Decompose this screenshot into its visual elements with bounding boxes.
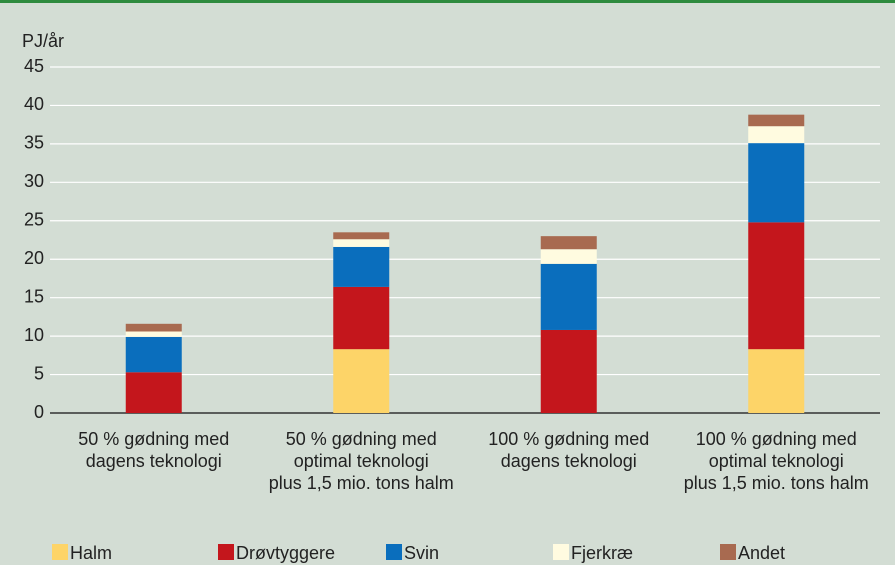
bar-segment	[748, 143, 805, 223]
bar-segment	[125, 336, 182, 373]
bar-segment	[540, 263, 597, 330]
x-tick-label: 50 % gødning med dagens teknologi	[78, 429, 229, 471]
x-tick-label-line: dagens teknologi	[501, 451, 637, 471]
bar-segment	[540, 249, 597, 264]
x-tick-label-line: optimal teknologi	[294, 451, 429, 471]
bar-segment	[125, 372, 182, 413]
bar-segment	[540, 236, 597, 250]
bar-segment	[125, 331, 182, 337]
legend-label: Svin	[404, 543, 439, 563]
legend-label: Drøvtyggere	[236, 543, 335, 563]
y-axis-label: PJ/år	[22, 31, 64, 51]
x-tick-label-line: optimal teknologi	[709, 451, 844, 471]
y-tick-label: 0	[34, 402, 44, 422]
bar-segment	[333, 239, 390, 247]
x-tick-label-line: dagens teknologi	[86, 451, 222, 471]
bar-segment	[333, 349, 390, 413]
bar-segment	[333, 246, 390, 287]
bar-segment	[333, 286, 390, 350]
y-tick-label: 10	[24, 325, 44, 345]
legend-swatch	[553, 544, 569, 560]
legend-label: Halm	[70, 543, 112, 563]
x-tick-label-line: plus 1,5 mio. tons halm	[684, 473, 869, 493]
y-tick-label: 15	[24, 286, 44, 306]
bar-segment	[333, 232, 390, 240]
bar-segment	[540, 329, 597, 413]
top-rule	[0, 0, 895, 3]
legend-label: Andet	[738, 543, 785, 563]
bar-segment	[125, 323, 182, 332]
x-tick-label: 50 % gødning med optimal teknologi plus 1,…	[269, 429, 454, 493]
x-tick-label-line: 50 % gødning med	[78, 429, 229, 449]
x-tick-label-line: plus 1,5 mio. tons halm	[269, 473, 454, 493]
x-tick-label-line: 100 % gødning med	[696, 429, 857, 449]
x-tick-label-line: 50 % gødning med	[286, 429, 437, 449]
bar-segment	[748, 114, 805, 127]
y-tick-label: 5	[34, 363, 44, 383]
legend-swatch	[52, 544, 68, 560]
bar-segment	[748, 126, 805, 144]
x-tick-label: 100 % gødning med dagens teknologi	[488, 429, 649, 471]
legend-swatch	[720, 544, 736, 560]
y-tick-label: 30	[24, 171, 44, 191]
bar-segment	[748, 349, 805, 413]
y-tick-label: 20	[24, 248, 44, 268]
x-tick-label-line: 100 % gødning med	[488, 429, 649, 449]
y-tick-label: 45	[24, 56, 44, 76]
legend-label: Fjerkræ	[571, 543, 633, 563]
y-tick-label: 35	[24, 133, 44, 153]
y-tick-label: 40	[24, 94, 44, 114]
legend-swatch	[218, 544, 234, 560]
legend-swatch	[386, 544, 402, 560]
x-tick-label: 100 % gødning med optimal teknologi plus 1…	[684, 429, 869, 493]
y-tick-label: 25	[24, 210, 44, 230]
bar-segment	[748, 222, 805, 350]
